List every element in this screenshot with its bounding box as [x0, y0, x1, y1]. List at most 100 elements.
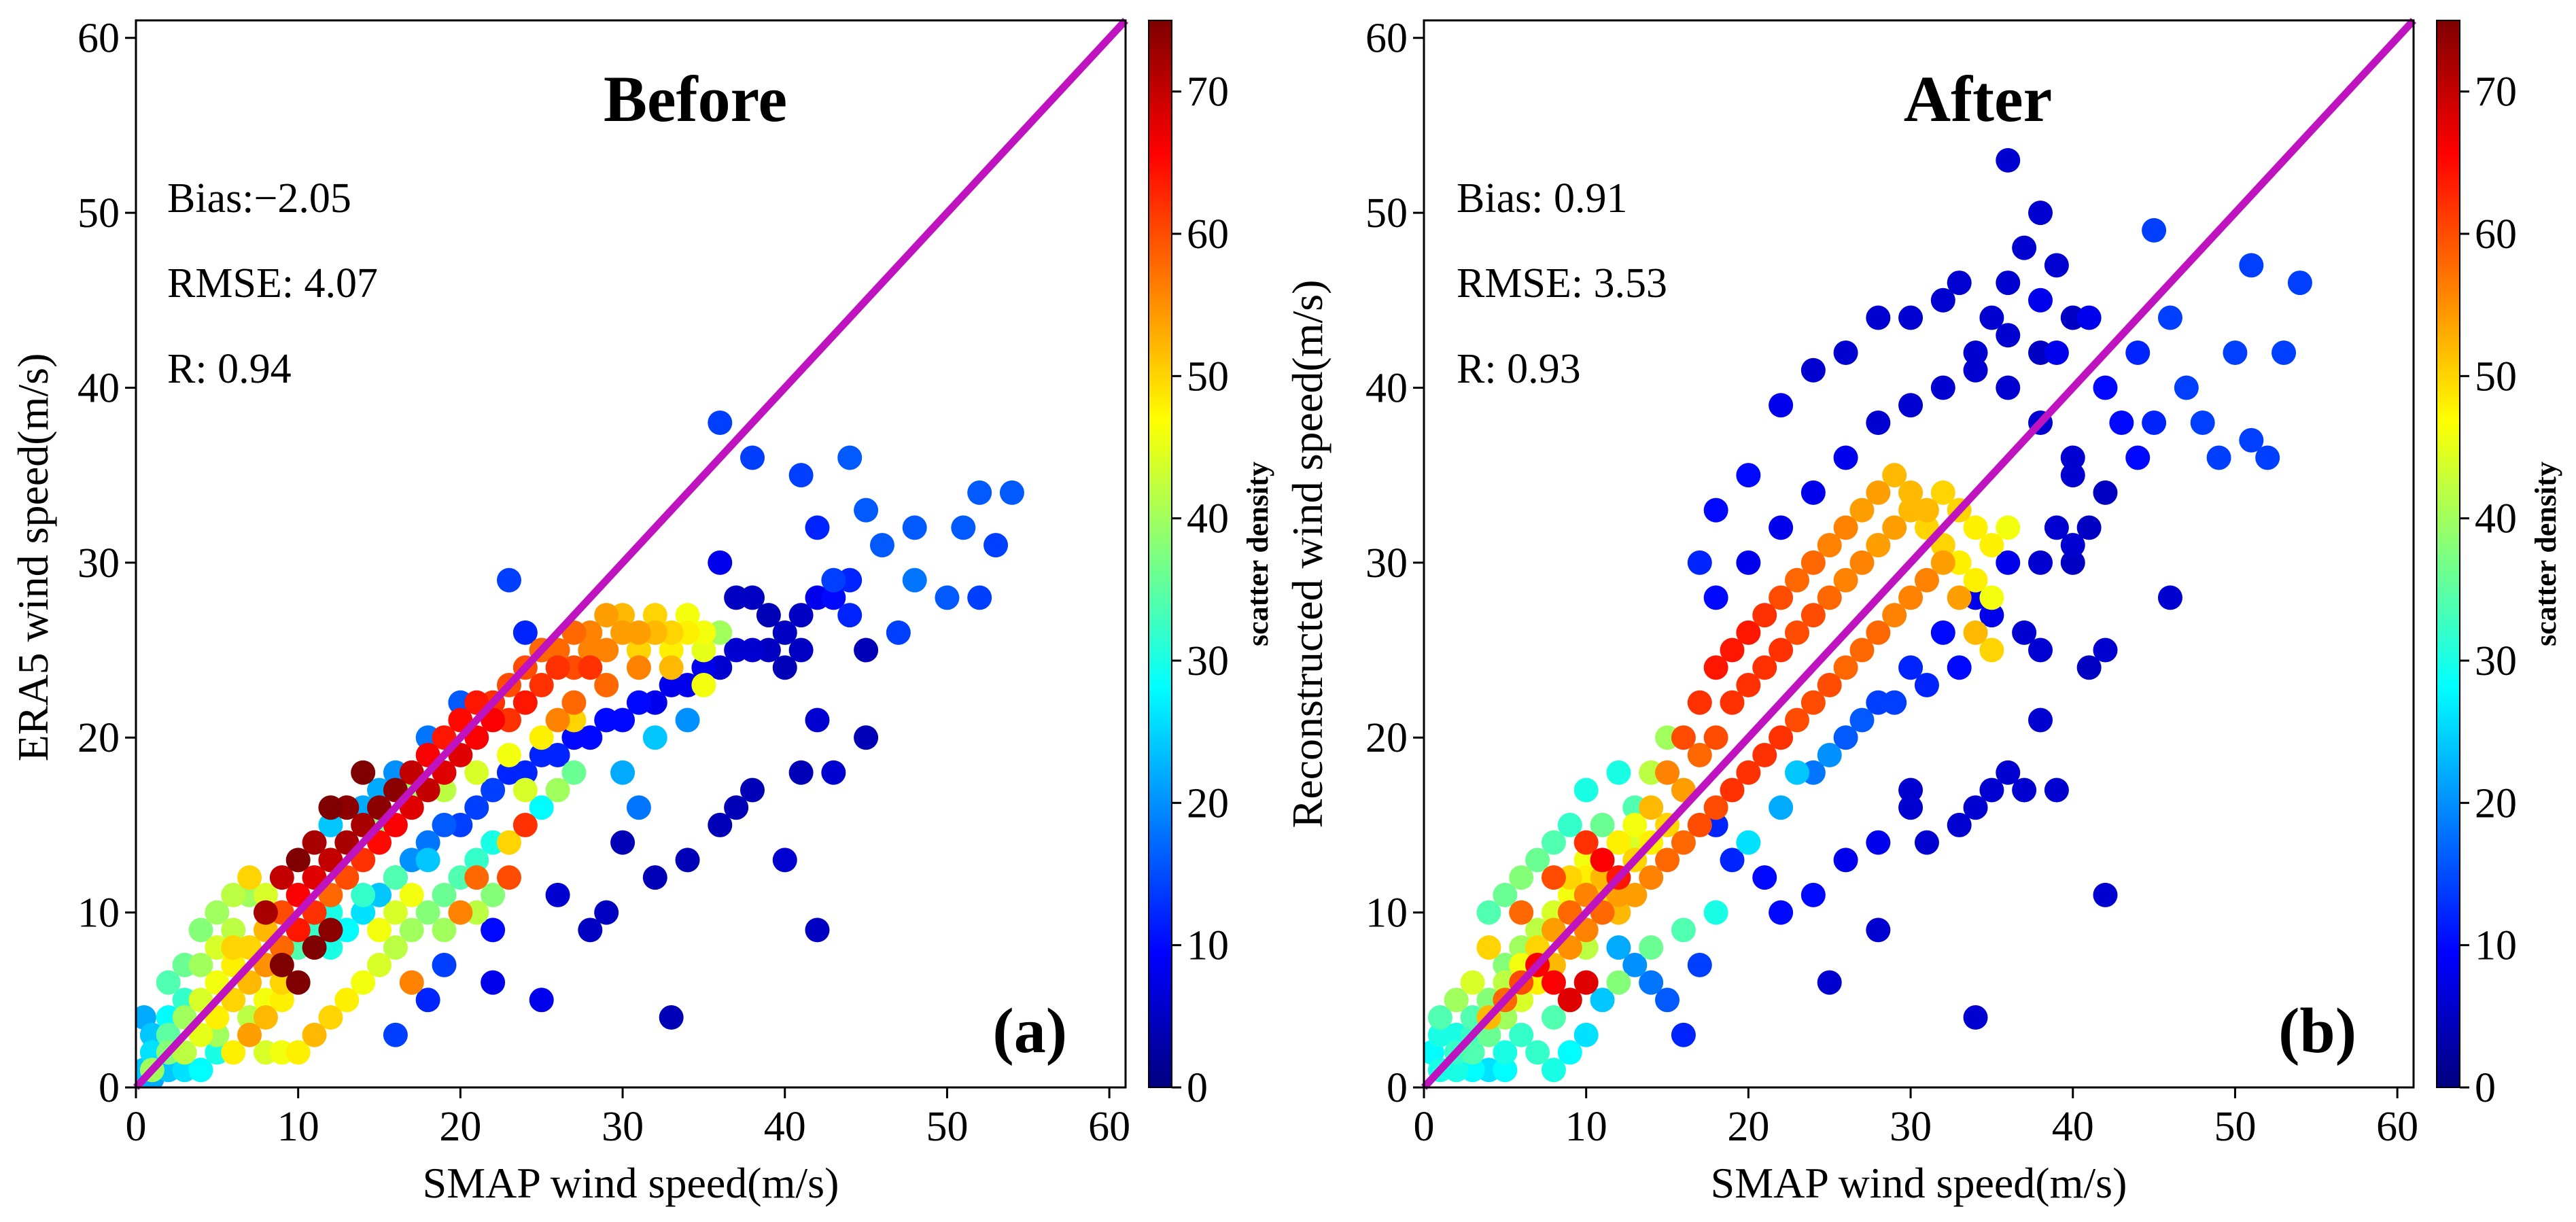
- scatter-point: [2223, 341, 2248, 366]
- scatter-point: [496, 742, 521, 767]
- scatter-point: [626, 638, 651, 663]
- scatter-point: [837, 445, 863, 470]
- scatter-point: [464, 795, 489, 820]
- scatter-point: [2287, 270, 2312, 296]
- scatter-point: [1769, 725, 1794, 750]
- stat-bias: Bias:−2.05: [167, 175, 351, 222]
- scatter-point: [967, 480, 992, 505]
- scatter-point: [1800, 550, 1826, 575]
- scatter-point: [578, 725, 603, 750]
- colorbar-tick-label: 0: [1187, 1065, 1208, 1111]
- panel-title: Before: [604, 63, 787, 135]
- scatter-point: [221, 918, 246, 943]
- scatter-point: [1622, 882, 1648, 907]
- scatter-point: [318, 1005, 343, 1030]
- scatter-point: [285, 848, 311, 873]
- scatter-point: [1736, 830, 1761, 855]
- colorbar-tick-label: 30: [2475, 638, 2517, 684]
- colorbar-tick-label: 60: [2475, 211, 2517, 258]
- scatter-point: [2028, 287, 2053, 313]
- scatter-point: [237, 865, 262, 890]
- scatter-point: [1979, 585, 2004, 610]
- scatter-point: [1493, 1040, 1518, 1065]
- scatter-point: [1963, 341, 1988, 366]
- scatter-point: [2157, 305, 2182, 330]
- scatter-point: [351, 970, 376, 995]
- scatter-point: [1606, 970, 1631, 995]
- scatter-point: [415, 848, 440, 873]
- scatter-point: [642, 865, 667, 890]
- scatter-point: [2239, 253, 2264, 278]
- scatter-point: [1979, 778, 2004, 803]
- y-axis-label: Reconstructed wind speed(m/s): [1283, 280, 1331, 828]
- scatter-point: [691, 638, 716, 663]
- x-tick-label: 20: [1727, 1104, 1769, 1150]
- scatter-point: [464, 865, 489, 890]
- scatter-point: [1573, 1022, 1599, 1047]
- scatter-point: [334, 988, 360, 1013]
- scatter-point: [1866, 918, 1891, 943]
- scatter-point: [1979, 533, 2004, 558]
- scatter-point: [1769, 900, 1794, 925]
- scatter-point: [2076, 515, 2102, 540]
- scatter-point: [821, 568, 846, 593]
- scatter-point: [708, 812, 733, 837]
- scatter-point: [2012, 620, 2037, 645]
- x-tick-label: 20: [439, 1104, 481, 1150]
- scatter-point: [1866, 410, 1891, 435]
- scatter-point: [415, 900, 440, 925]
- scatter-points: [136, 410, 1024, 1087]
- x-tick-label: 60: [1088, 1104, 1130, 1150]
- scatter-point: [708, 410, 733, 435]
- scatter-point: [594, 673, 619, 698]
- scatter-point: [1898, 655, 1924, 680]
- scatter-point: [594, 603, 619, 628]
- scatter-point: [821, 760, 846, 785]
- scatter-point: [854, 497, 879, 523]
- scatter-point: [1444, 988, 1469, 1013]
- scatter-point: [2028, 200, 2053, 226]
- scatter-point: [399, 918, 424, 943]
- scatter-point: [869, 533, 894, 558]
- scatter-point: [1996, 515, 2021, 540]
- scatter-point: [383, 865, 408, 890]
- scatter-point: [496, 830, 521, 855]
- scatter-point: [1947, 270, 1972, 296]
- scatter-point: [1882, 515, 1907, 540]
- scatter-point: [2109, 410, 2134, 435]
- scatter-point: [1703, 497, 1728, 523]
- scatter-point: [837, 603, 863, 628]
- scatter-point: [1800, 603, 1826, 628]
- scatter-point: [2044, 778, 2069, 803]
- scatter-point: [1817, 970, 1842, 995]
- scatter-point: [984, 533, 1009, 558]
- scatter-point: [675, 708, 700, 733]
- scatter-point: [708, 550, 733, 575]
- scatter-point: [626, 690, 651, 715]
- x-tick-label: 30: [602, 1104, 644, 1150]
- x-tick-label: 40: [764, 1104, 806, 1150]
- scatter-point: [1963, 357, 1988, 383]
- scatter-point: [1622, 812, 1648, 837]
- scatter-point: [1898, 795, 1924, 820]
- scatter-point: [221, 1040, 246, 1065]
- scatter-point: [1784, 620, 1809, 645]
- one-to-one-line: [133, 18, 1129, 1090]
- scatter-point: [318, 918, 343, 943]
- scatter-point: [2060, 550, 2085, 575]
- scatter-point: [1590, 812, 1615, 837]
- stat-bias: Bias: 0.91: [1457, 175, 1627, 222]
- scatter-point: [188, 918, 213, 943]
- scatter-point: [1914, 497, 1939, 523]
- scatter-point: [1898, 480, 1924, 505]
- scatter-point: [285, 970, 311, 995]
- colorbar-label: scatter density: [1241, 461, 1274, 646]
- scatter-point: [821, 585, 846, 610]
- scatter-point: [2272, 341, 2297, 366]
- scatter-point: [1752, 603, 1777, 628]
- scatter-point: [1639, 935, 1664, 960]
- scatter-point: [561, 760, 587, 785]
- scatter-point: [1736, 760, 1761, 785]
- y-tick-label: 10: [77, 890, 120, 937]
- y-tick-label: 30: [1365, 540, 1408, 587]
